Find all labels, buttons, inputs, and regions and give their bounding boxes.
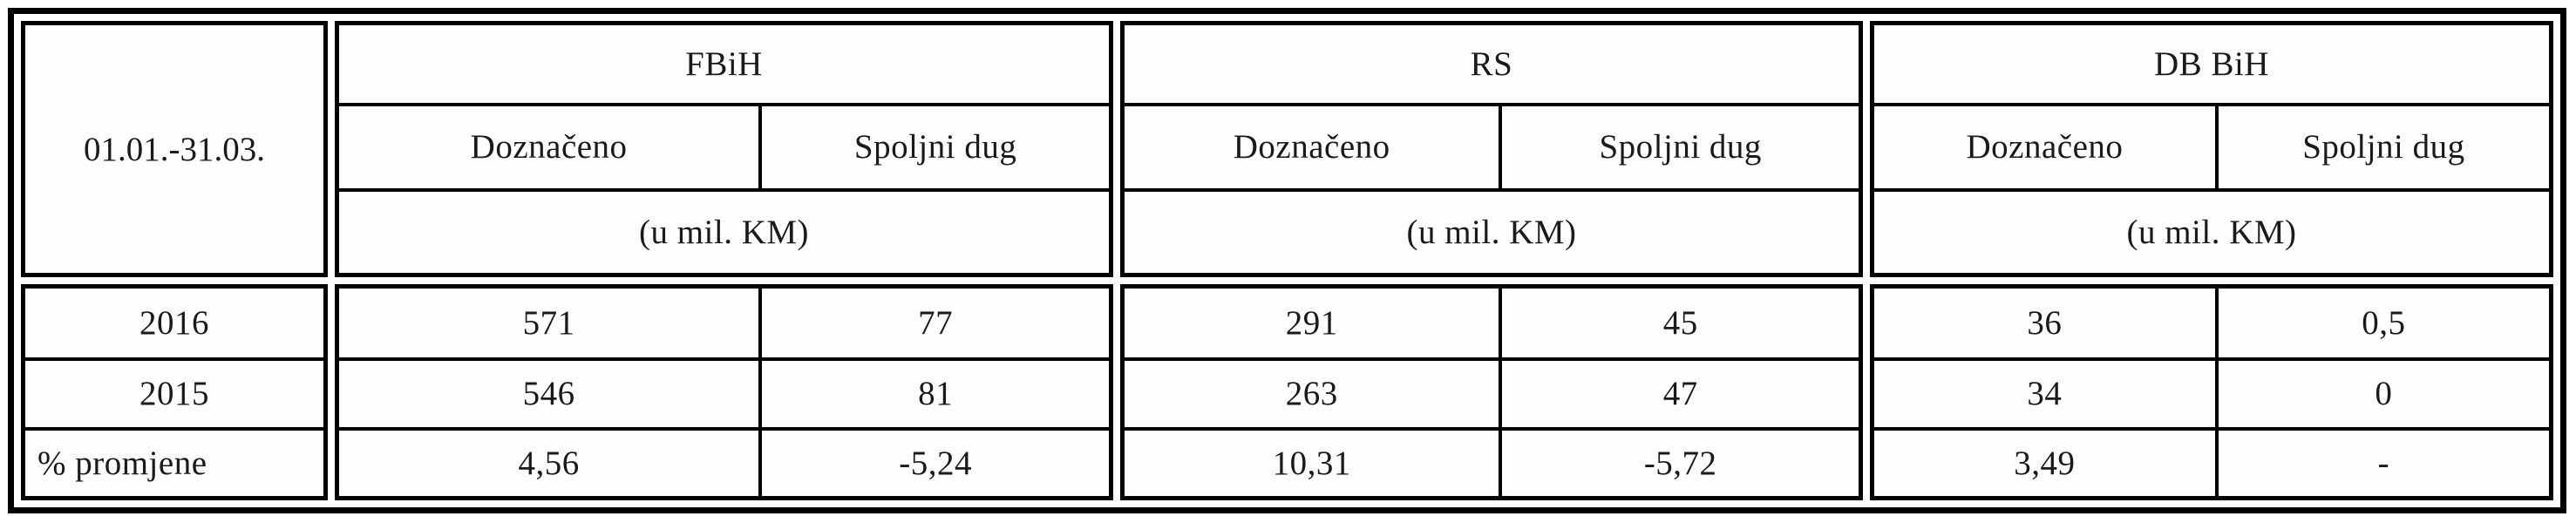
cell-db-spoljni-2015: 0 (2214, 357, 2549, 427)
cell-rs-spoljni-promjene: -5,72 (1499, 426, 1859, 496)
row-labels-box: 2016 2015 % promjene (21, 284, 328, 500)
unit-label-fbih: (u mil. KM) (638, 213, 810, 251)
cell-db-spoljni-2016: 0,5 (2214, 289, 2549, 358)
column-header-fbih-doznaceno: Doznačeno (339, 106, 759, 192)
section-name-fbih: FBiH (339, 25, 1109, 107)
cell-fbih-doznaceno-promjene: 4,56 (339, 426, 759, 496)
data-box-db-bih: 36 0,5 34 0 3,49 - (1870, 284, 2553, 500)
data-box-fbih: 571 77 546 81 4,56 -5,24 (335, 284, 1113, 500)
column-header-rs-spoljni-dug: Spoljni dug (1499, 106, 1859, 192)
cell-db-spoljni-promjene: - (2214, 426, 2549, 496)
section-name-db-bih: DB BiH (1874, 25, 2549, 107)
row-label-2016: 2016 (139, 304, 209, 343)
cell-fbih-spoljni-2016: 77 (758, 289, 1109, 358)
column-header-fbih-spoljni-dug: Spoljni dug (758, 106, 1109, 192)
cell-fbih-doznaceno-2015: 546 (339, 357, 759, 426)
cell-fbih-spoljni-2015: 81 (758, 357, 1109, 427)
section-header-db-bih: DB BiH Doznačeno Spoljni dug (u mil. KM) (1870, 21, 2553, 277)
section-header-rs: RS Doznačeno Spoljni dug (u mil. KM) (1120, 21, 1863, 277)
cell-fbih-doznaceno-2016: 571 (522, 304, 575, 343)
row-label-promjene: % promjene (25, 426, 323, 496)
cell-db-doznaceno-promjene: 3,49 (1874, 426, 2215, 496)
cell-db-doznaceno-2015: 34 (1874, 357, 2215, 426)
period-cell: 01.01.-31.03. (21, 21, 328, 277)
column-header-db-spoljni-dug: Spoljni dug (2214, 106, 2549, 192)
section-header-fbih: FBiH Doznačeno Spoljni dug (u mil. KM) (335, 21, 1113, 277)
cell-fbih-spoljni-promjene: -5,24 (758, 426, 1109, 496)
unit-label-db-bih: (u mil. KM) (2126, 213, 2297, 251)
cell-rs-spoljni-2015: 47 (1499, 357, 1859, 427)
unit-label-rs: (u mil. KM) (1406, 213, 1577, 251)
cell-rs-doznaceno-2015: 263 (1125, 357, 1499, 426)
cell-rs-doznaceno-promjene: 10,31 (1125, 426, 1499, 496)
period-label: 01.01.-31.03. (84, 130, 265, 168)
table-grid: 01.01.-31.03. FBiH Doznačeno Spoljni dug… (21, 21, 2553, 500)
section-name-rs: RS (1125, 25, 1859, 107)
cell-rs-spoljni-2016: 45 (1499, 289, 1859, 358)
row-label-2015: 2015 (25, 357, 323, 426)
column-header-db-doznaceno: Doznačeno (1874, 106, 2215, 192)
data-box-rs: 291 45 263 47 10,31 -5,72 (1120, 284, 1863, 500)
cell-rs-doznaceno-2016: 291 (1285, 304, 1338, 343)
table-outer-frame: 01.01.-31.03. FBiH Doznačeno Spoljni dug… (8, 8, 2566, 513)
cell-db-doznaceno-2016: 36 (2027, 304, 2063, 343)
column-header-rs-doznaceno: Doznačeno (1125, 106, 1499, 192)
